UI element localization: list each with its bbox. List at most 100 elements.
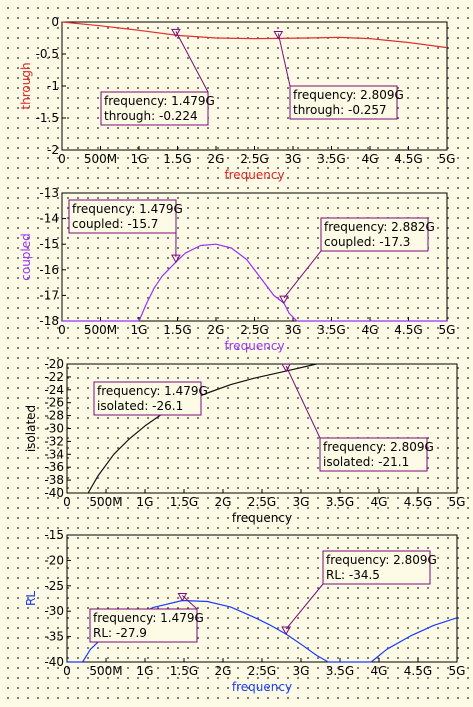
y-tick-label: -38 [44, 473, 64, 487]
y-axis-title: RL [24, 591, 38, 606]
y-tick-label: -24 [44, 383, 64, 397]
y-tick-label: -22 [44, 370, 64, 384]
x-tick-label: 2G [208, 152, 225, 166]
x-axis-title: frequency [224, 339, 284, 353]
y-tick-label: -15 [39, 237, 59, 251]
y-tick-label: -15 [44, 528, 64, 542]
x-axis-title: frequency [224, 168, 284, 182]
marker-label-box [319, 437, 428, 472]
y-axis-title: through [19, 62, 33, 109]
x-tick-label: 3G [285, 323, 302, 337]
x-tick-label: 3.5G [317, 152, 345, 166]
y-tick-label: -26 [44, 396, 64, 410]
y-tick-label: -16 [39, 263, 59, 277]
marker-leader [175, 31, 209, 93]
x-tick-label: 500M [89, 664, 122, 678]
marker-label-text: frequency: 1.479G [72, 202, 183, 216]
marker-triangle[interactable] [171, 254, 181, 264]
x-tick-label: 1.5G [170, 664, 198, 678]
x-tick-label: 5G [449, 664, 466, 678]
x-tick-label: 3.5G [317, 323, 345, 337]
marker-label-text: frequency: 1.479G [93, 611, 204, 625]
marker-label-text: isolated: -21.1 [323, 455, 409, 469]
x-tick-label: 1.5G [170, 495, 198, 509]
y-axis-title: isolated [24, 405, 38, 452]
x-tick-label: 1G [131, 323, 148, 337]
x-tick-label: 2.5G [240, 152, 268, 166]
marker-label-text: frequency: 1.479G [97, 384, 208, 398]
x-tick-label: 0 [58, 323, 66, 337]
x-tick-label: 5G [449, 495, 466, 509]
x-tick-label: 5G [439, 152, 456, 166]
x-tick-label: 4.5G [404, 664, 432, 678]
y-tick-label: -0.5 [36, 47, 59, 61]
marker-triangle[interactable] [281, 363, 291, 373]
marker-label-text: frequency: 2.809G [323, 440, 434, 454]
x-tick-label: 0 [63, 495, 71, 509]
x-tick-label: 4G [371, 495, 388, 509]
x-tick-label: 2G [208, 323, 225, 337]
x-tick-label: 3.5G [326, 664, 354, 678]
marker-label-box [322, 550, 431, 585]
marker-label-box [289, 85, 398, 120]
x-tick-label: 4G [362, 152, 379, 166]
x-tick-label: 4G [371, 664, 388, 678]
marker-label-text: isolated: -26.1 [97, 399, 183, 413]
marker-leader [182, 595, 198, 610]
series-line [61, 21, 448, 49]
marker-label-box [100, 91, 209, 126]
x-tick-label: 2.5G [248, 664, 276, 678]
x-tick-label: 1.5G [163, 152, 191, 166]
x-tick-label: 4.5G [394, 152, 422, 166]
y-tick-label: -17 [39, 288, 59, 302]
y-tick-label: -28 [44, 409, 64, 423]
marker-label-text: frequency: 2.809G [326, 553, 437, 567]
marker-label-text: RL: -34.5 [326, 568, 380, 582]
marker-triangle[interactable] [171, 28, 181, 38]
x-tick-label: 500M [84, 323, 117, 337]
y-tick-label: -1 [47, 79, 59, 93]
x-tick-label: 4.5G [394, 323, 422, 337]
chart-RL: 0 500M 1G 1.5G 2G 2.5G 3G 3.5G 4G 4.5G 5G -15 -20 -25… [24, 528, 465, 694]
x-tick-label: 2G [215, 495, 232, 509]
chart-isolated: 0 500M 1G 1.5G 2G 2.5G 3G 3.5G 4G 4.5G 5G -20-22-24… [24, 357, 465, 525]
x-tick-label: 0 [63, 664, 71, 678]
marker-leader [285, 365, 321, 439]
marker-label-text: coupled: -15.7 [72, 217, 158, 231]
y-axis-title: coupled [19, 233, 33, 281]
y-tick-label: -25 [44, 579, 64, 593]
series-line [62, 243, 447, 322]
y-tick-label: -13 [39, 186, 59, 200]
chart-through: 0 500M 1G 1.5G 2G 2.5G 3G 3.5G 4G 4.5G 5G 0 -0.5 -1 -1… [19, 15, 455, 182]
x-tick-label: 3G [293, 664, 310, 678]
y-tick-label: -18 [39, 314, 59, 328]
x-tick-label: 500M [89, 495, 122, 509]
y-tick-label: -14 [39, 212, 59, 226]
marker-label-text: through: -0.224 [104, 109, 198, 123]
marker-triangle[interactable] [279, 295, 289, 305]
x-tick-label: 500M [84, 152, 117, 166]
marker-label-box [68, 199, 177, 234]
x-tick-label: 1G [137, 495, 154, 509]
y-tick-label: -36 [44, 460, 64, 474]
x-tick-label: 2.5G [248, 495, 276, 509]
marker-label-text: coupled: -17.3 [324, 235, 410, 249]
y-tick-label: -20 [44, 357, 64, 371]
marker-triangle[interactable] [281, 626, 291, 636]
marker-triangle[interactable] [273, 30, 284, 40]
x-tick-label: 0 [58, 152, 66, 166]
x-tick-label: 1.5G [163, 323, 191, 337]
y-tick-label: -32 [44, 434, 64, 448]
marker-triangle[interactable] [177, 593, 188, 602]
x-tick-label: 3G [293, 495, 310, 509]
y-tick-label: -35 [44, 630, 64, 644]
x-tick-label: 4G [362, 323, 379, 337]
y-tick-label: -30 [44, 422, 64, 436]
x-tick-label: 3.5G [326, 495, 354, 509]
y-tick-label: 0 [51, 15, 59, 29]
marker-label-text: frequency: 2.882G [324, 220, 435, 234]
y-tick-label: -2 [47, 143, 59, 157]
y-tick-label: -34 [44, 447, 64, 461]
marker-label-box [89, 608, 198, 643]
